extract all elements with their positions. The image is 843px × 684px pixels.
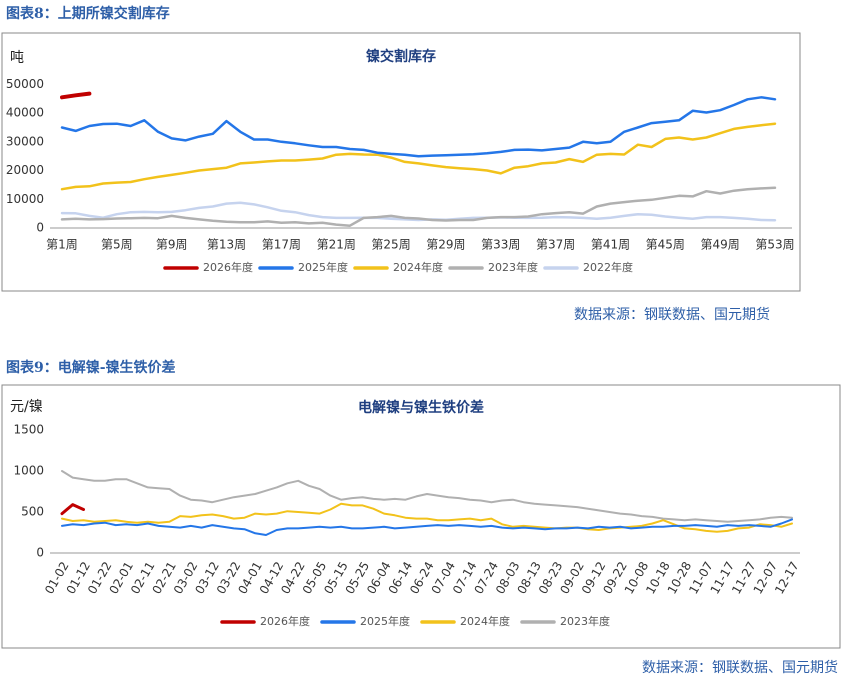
x-tick-label: 第33周	[481, 238, 520, 252]
x-tick-label: 第13周	[207, 238, 246, 252]
legend-label: 2025年度	[360, 614, 410, 628]
chart-title: 电解镍与镍生铁价差	[358, 399, 484, 416]
y-tick-label: 40000	[6, 106, 44, 120]
x-tick-label: 第25周	[371, 238, 410, 252]
x-tick-label: 第37周	[536, 238, 575, 252]
x-tick-label: 第53周	[755, 238, 794, 252]
y-tick-label: 1000	[13, 464, 44, 478]
y-tick-label: 1500	[13, 423, 44, 437]
legend-label: 2024年度	[460, 614, 510, 628]
y-tick-label: 500	[21, 505, 44, 519]
x-tick-label: 第1周	[46, 238, 78, 252]
legend-label: 2022年度	[583, 260, 633, 274]
y-tick-label: 30000	[6, 134, 44, 148]
x-tick-label: 第29周	[426, 238, 465, 252]
y-axis-label: 吨	[10, 50, 24, 66]
legend-label: 2023年度	[560, 614, 610, 628]
series-line	[60, 201, 777, 222]
legend-label: 2024年度	[393, 260, 443, 274]
x-tick-label: 第49周	[701, 238, 740, 252]
series-line	[60, 91, 92, 100]
y-tick-label: 0	[36, 221, 44, 235]
source-note: 数据来源：钢联数据、国元期货	[642, 659, 838, 676]
legend-label: 2023年度	[488, 260, 538, 274]
series-line	[60, 122, 777, 191]
figure-caption: 图表8：上期所镍交割库存	[6, 5, 170, 22]
x-tick-label: 第9周	[156, 238, 188, 252]
chart-title: 镍交割库存	[366, 48, 436, 65]
series-line	[61, 518, 793, 536]
y-tick-label: 20000	[6, 163, 44, 177]
y-tick-label: 0	[36, 546, 44, 560]
series-line	[60, 186, 777, 227]
chart-frame	[1, 32, 801, 292]
x-tick-label: 第17周	[262, 238, 301, 252]
series-line	[60, 96, 777, 158]
chart-frame	[1, 384, 841, 649]
x-tick-label: 第21周	[317, 238, 356, 252]
x-tick-label: 第5周	[101, 238, 133, 252]
series-line	[60, 503, 85, 516]
x-tick-label: 第41周	[591, 238, 630, 252]
x-tick-label: 第45周	[646, 238, 685, 252]
y-tick-label: 10000	[6, 192, 44, 206]
legend-label: 2025年度	[298, 260, 348, 274]
y-axis-label: 元/镍	[10, 399, 43, 415]
figure-caption: 图表9：电解镍-镍生铁价差	[6, 359, 176, 376]
y-tick-label: 50000	[6, 77, 44, 91]
series-line	[61, 502, 793, 533]
legend-label: 2026年度	[203, 260, 253, 274]
source-note: 数据来源：钢联数据、国元期货	[574, 306, 770, 323]
series-line	[61, 470, 793, 523]
legend-label: 2026年度	[260, 614, 310, 628]
